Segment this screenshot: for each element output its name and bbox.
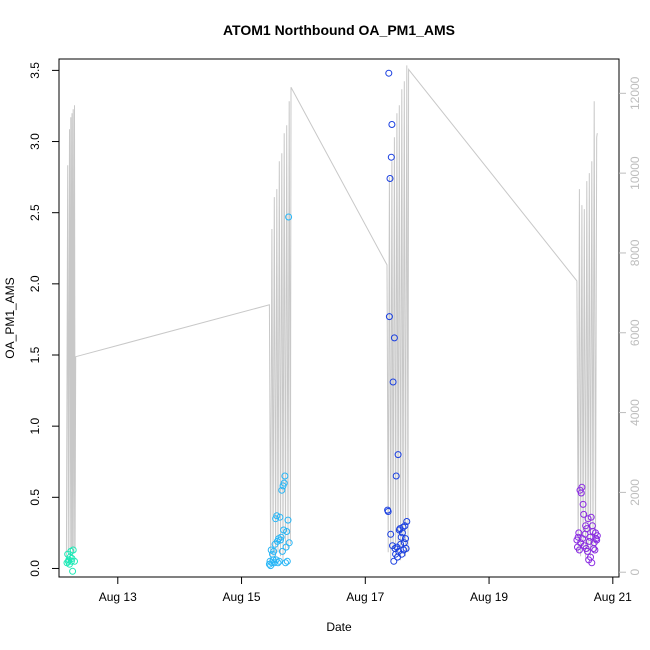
data-point: [402, 545, 410, 552]
data-point: [579, 500, 587, 508]
series-group: [63, 546, 78, 575]
y-axis-label: OA_PM1_AMS: [3, 277, 17, 358]
data-point: [593, 532, 601, 540]
y-tick-label: 1.0: [28, 417, 42, 434]
y-tick-label: 0.0: [28, 560, 42, 577]
data-point: [394, 451, 402, 459]
y2-tick-label: 12000: [628, 76, 642, 110]
data-point: [274, 559, 282, 567]
data-point: [390, 557, 398, 565]
data-point: [385, 313, 393, 321]
data-point: [277, 536, 284, 544]
data-point: [397, 540, 405, 548]
y-tick-label: 1.5: [28, 346, 42, 363]
axes-layer: Aug 13 Aug 15 Aug 17 Aug 19 Aug 21 0.0 0.5 1.0 1…: [28, 58, 642, 604]
y-tick-label: 2.0: [28, 275, 42, 292]
x-axis-label: Date: [326, 620, 352, 634]
data-point: [71, 557, 78, 565]
data-point: [588, 559, 596, 567]
data-point: [69, 546, 77, 554]
data-point: [388, 121, 396, 128]
data-point: [583, 525, 591, 533]
data-point: [392, 472, 400, 480]
data-point: [390, 334, 398, 342]
data-point: [593, 536, 601, 544]
data-point: [387, 153, 395, 161]
data-point: [398, 550, 406, 558]
y2-tick-label: 6000: [628, 319, 642, 346]
data-point: [401, 522, 409, 530]
data-point: [285, 539, 293, 547]
data-point: [587, 513, 595, 521]
data-point: [281, 472, 289, 480]
x-tick-label: Aug 19: [470, 590, 508, 604]
data-point: [402, 535, 409, 543]
data-point: [283, 528, 291, 535]
points-layer: [63, 69, 601, 575]
data-point: [285, 213, 293, 221]
data-point: [278, 486, 286, 494]
data-point: [403, 518, 411, 525]
data-point: [278, 547, 286, 555]
y2-tick-label: 4000: [628, 399, 642, 426]
data-point: [277, 533, 285, 541]
y2-tick-label: 0: [628, 569, 642, 576]
data-point: [575, 546, 583, 554]
chart-title: ATOM1 Northbound OA_PM1_AMS: [223, 22, 455, 38]
data-point: [583, 547, 591, 555]
data-point: [578, 483, 586, 491]
data-point: [284, 516, 292, 524]
x-tick-label: Aug 15: [223, 590, 261, 604]
data-point: [386, 175, 394, 182]
data-point: [283, 557, 291, 565]
y2-tick-label: 10000: [628, 156, 642, 190]
x-tick-label: Aug 13: [99, 590, 137, 604]
data-point: [585, 537, 593, 545]
y2-tick-label: 8000: [628, 239, 642, 266]
data-point: [591, 546, 599, 554]
y-tick-label: 3.0: [28, 133, 42, 150]
data-point: [385, 69, 393, 77]
series-group: [265, 213, 293, 570]
data-point: [384, 508, 392, 515]
y-tick-label: 3.5: [28, 62, 42, 79]
data-point: [574, 533, 582, 541]
data-point: [275, 557, 283, 565]
data-point: [389, 378, 397, 386]
x-tick-label: Aug 17: [346, 590, 384, 604]
series-group: [384, 69, 411, 565]
data-point: [580, 510, 588, 518]
series-group: [573, 483, 601, 567]
data-point: [280, 479, 288, 487]
data-point: [69, 567, 77, 575]
data-point: [397, 533, 405, 541]
data-point: [282, 559, 289, 567]
data-point: [387, 530, 395, 538]
line-layer: [65, 65, 598, 561]
data-point: [270, 547, 278, 555]
y-tick-label: 2.5: [28, 204, 42, 221]
y2-tick-label: 2000: [628, 479, 642, 506]
data-point: [399, 523, 407, 531]
data-point: [276, 513, 284, 521]
x-tick-label: Aug 21: [594, 590, 632, 604]
series-line: [65, 65, 598, 561]
y-tick-label: 0.5: [28, 489, 42, 506]
data-point: [67, 557, 75, 565]
